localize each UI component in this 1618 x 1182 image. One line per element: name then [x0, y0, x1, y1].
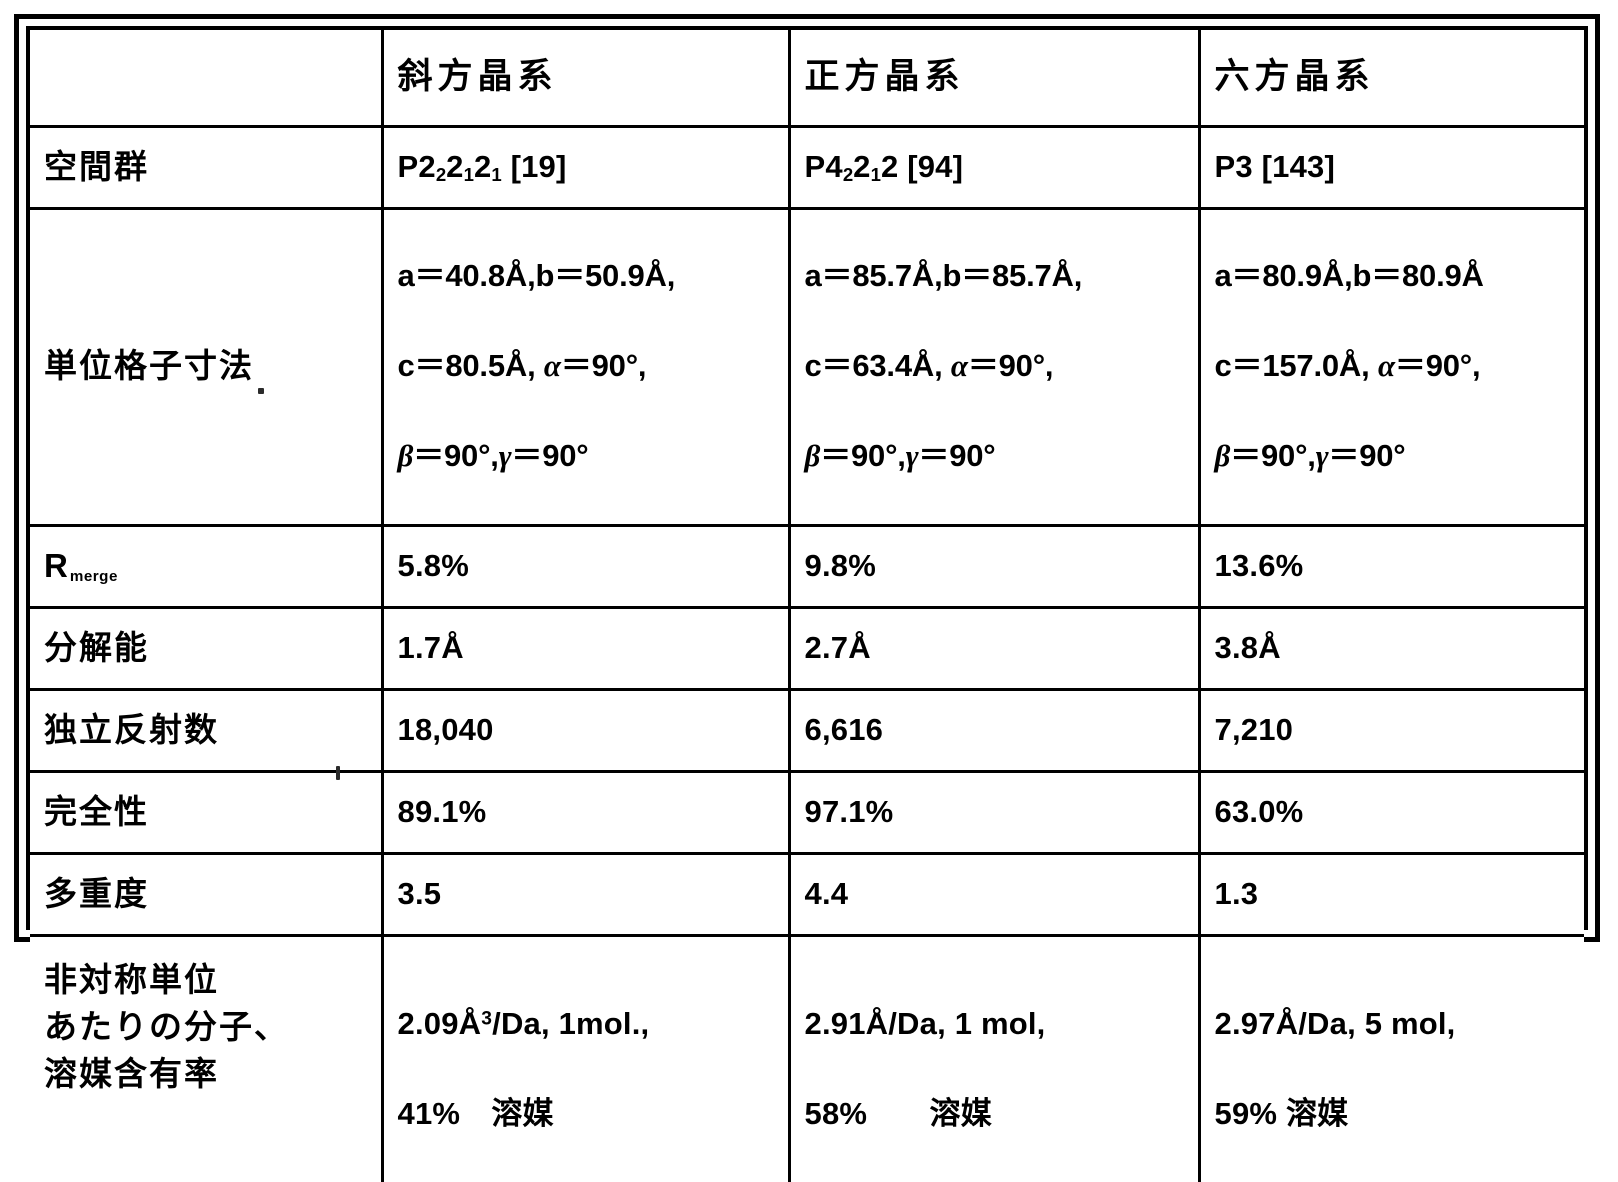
cell-unique-reflections-hexagonal: 7,210	[1199, 690, 1584, 772]
cell-completeness-orthorhombic: 89.1%	[382, 772, 789, 854]
cell-r-merge-tetragonal: 9.8%	[789, 526, 1199, 608]
cell-resolution-orthorhombic: 1.7Å	[382, 608, 789, 690]
value-completeness-hexagonal: 63.0%	[1215, 790, 1571, 835]
cell-space-group-hexagonal: P3 [143]	[1199, 126, 1584, 208]
value-unit-cell-orthorhombic: a＝40.8Å,b＝50.9Å, c＝80.5Å, α＝90°, β＝90°,γ…	[398, 210, 774, 525]
row-label-multiplicity: 多重度	[30, 854, 382, 936]
cell-completeness-tetragonal: 97.1%	[789, 772, 1199, 854]
cell-unit-cell-orthorhombic: a＝40.8Å,b＝50.9Å, c＝80.5Å, α＝90°, β＝90°,γ…	[382, 208, 789, 526]
value-resolution-hexagonal: 3.8Å	[1215, 626, 1571, 671]
value-r-merge-tetragonal: 9.8%	[805, 544, 1184, 589]
value-unique-reflections-tetragonal: 6,616	[805, 708, 1184, 753]
value-space-group-hexagonal: P3 [143]	[1215, 145, 1571, 190]
cell-unique-reflections-orthorhombic: 18,040	[382, 690, 789, 772]
cell-asymmetric-unit-orthorhombic: 2.09Å3/Da, 1mol., 41% 溶媒	[382, 936, 789, 1182]
value-asymmetric-unit-hexagonal: 2.97Å/Da, 5 mol, 59% 溶媒	[1215, 957, 1571, 1182]
row-label-completeness: 完全性	[30, 772, 382, 854]
row-label-r-merge: Rmerge	[30, 526, 382, 608]
value-asymmetric-unit-orthorhombic: 2.09Å3/Da, 1mol., 41% 溶媒	[398, 957, 774, 1182]
value-unit-cell-tetragonal: a＝85.7Å,b＝85.7Å, c＝63.4Å, α＝90°, β＝90°,γ…	[805, 210, 1184, 525]
table-row-unique-reflections: 独立反射数 18,040 6,616 7,210	[30, 690, 1584, 772]
label-text-space-group: 空間群	[44, 144, 367, 191]
label-text-asymmetric-unit: 非対称単位 あたりの分子、 溶媒含有率	[44, 957, 367, 1098]
value-multiplicity-hexagonal: 1.3	[1215, 872, 1571, 917]
header-cell-blank	[30, 30, 382, 126]
cell-resolution-tetragonal: 2.7Å	[789, 608, 1199, 690]
value-resolution-tetragonal: 2.7Å	[805, 626, 1184, 671]
value-space-group-tetragonal: P42212 [94]	[805, 145, 1184, 190]
label-text-unit-cell: 単位格子寸法	[44, 343, 367, 390]
table-row-unit-cell: 単位格子寸法 a＝40.8Å,b＝50.9Å, c＝80.5Å, α＝90°, …	[30, 208, 1584, 526]
scan-speckle-rmerge	[258, 388, 264, 394]
cell-multiplicity-tetragonal: 4.4	[789, 854, 1199, 936]
header-label-hexagonal: 六方晶系	[1215, 56, 1571, 98]
cell-r-merge-orthorhombic: 5.8%	[382, 526, 789, 608]
row-label-resolution: 分解能	[30, 608, 382, 690]
table-inner-border: 斜方晶系 正方晶系 六方晶系 空間群 P222121 [19]	[26, 26, 1588, 930]
scan-speckle-asymmetric	[336, 766, 340, 780]
value-multiplicity-tetragonal: 4.4	[805, 872, 1184, 917]
table-row-asymmetric-unit: 非対称単位 あたりの分子、 溶媒含有率 2.09Å3/Da, 1mol., 41…	[30, 936, 1584, 1182]
cell-space-group-orthorhombic: P222121 [19]	[382, 126, 789, 208]
cell-completeness-hexagonal: 63.0%	[1199, 772, 1584, 854]
cell-unit-cell-tetragonal: a＝85.7Å,b＝85.7Å, c＝63.4Å, α＝90°, β＝90°,γ…	[789, 208, 1199, 526]
row-label-unit-cell: 単位格子寸法	[30, 208, 382, 526]
value-resolution-orthorhombic: 1.7Å	[398, 626, 774, 671]
header-cell-orthorhombic: 斜方晶系	[382, 30, 789, 126]
header-label-orthorhombic: 斜方晶系	[398, 56, 774, 98]
value-multiplicity-orthorhombic: 3.5	[398, 872, 774, 917]
value-r-merge-orthorhombic: 5.8%	[398, 544, 774, 589]
header-label-tetragonal: 正方晶系	[805, 56, 1184, 98]
value-unique-reflections-orthorhombic: 18,040	[398, 708, 774, 753]
cell-asymmetric-unit-hexagonal: 2.97Å/Da, 5 mol, 59% 溶媒	[1199, 936, 1584, 1182]
row-label-space-group: 空間群	[30, 126, 382, 208]
cell-space-group-tetragonal: P42212 [94]	[789, 126, 1199, 208]
header-cell-tetragonal: 正方晶系	[789, 30, 1199, 126]
row-label-asymmetric-unit: 非対称単位 あたりの分子、 溶媒含有率	[30, 936, 382, 1182]
label-text-completeness: 完全性	[44, 789, 367, 836]
cell-r-merge-hexagonal: 13.6%	[1199, 526, 1584, 608]
value-r-merge-hexagonal: 13.6%	[1215, 544, 1571, 589]
row-label-unique-reflections: 独立反射数	[30, 690, 382, 772]
header-cell-hexagonal: 六方晶系	[1199, 30, 1584, 126]
label-text-multiplicity: 多重度	[44, 871, 367, 918]
cell-asymmetric-unit-tetragonal: 2.91Å/Da, 1 mol, 58% 溶媒	[789, 936, 1199, 1182]
value-asymmetric-unit-tetragonal: 2.91Å/Da, 1 mol, 58% 溶媒	[805, 957, 1184, 1182]
crystallography-data-table: 斜方晶系 正方晶系 六方晶系 空間群 P222121 [19]	[30, 30, 1584, 1182]
value-space-group-orthorhombic: P222121 [19]	[398, 145, 774, 190]
value-completeness-tetragonal: 97.1%	[805, 790, 1184, 835]
scanned-table-page: 斜方晶系 正方晶系 六方晶系 空間群 P222121 [19]	[0, 0, 1618, 970]
value-unique-reflections-hexagonal: 7,210	[1215, 708, 1571, 753]
table-row-completeness: 完全性 89.1% 97.1% 63.0%	[30, 772, 1584, 854]
label-text-resolution: 分解能	[44, 625, 367, 672]
cell-unit-cell-hexagonal: a＝80.9Å,b＝80.9Å c＝157.0Å, α＝90°, β＝90°,γ…	[1199, 208, 1584, 526]
cell-unique-reflections-tetragonal: 6,616	[789, 690, 1199, 772]
table-row-resolution: 分解能 1.7Å 2.7Å 3.8Å	[30, 608, 1584, 690]
table-row-multiplicity: 多重度 3.5 4.4 1.3	[30, 854, 1584, 936]
value-completeness-orthorhombic: 89.1%	[398, 790, 774, 835]
label-text-r-merge: Rmerge	[44, 543, 367, 590]
cell-multiplicity-hexagonal: 1.3	[1199, 854, 1584, 936]
cell-resolution-hexagonal: 3.8Å	[1199, 608, 1584, 690]
value-unit-cell-hexagonal: a＝80.9Å,b＝80.9Å c＝157.0Å, α＝90°, β＝90°,γ…	[1215, 210, 1571, 525]
cell-multiplicity-orthorhombic: 3.5	[382, 854, 789, 936]
table-row-r-merge: Rmerge 5.8% 9.8% 13.6%	[30, 526, 1584, 608]
table-row-space-group: 空間群 P222121 [19] P42212 [94] P3 [143]	[30, 126, 1584, 208]
table-header-row: 斜方晶系 正方晶系 六方晶系	[30, 30, 1584, 126]
label-text-unique-reflections: 独立反射数	[44, 707, 367, 754]
